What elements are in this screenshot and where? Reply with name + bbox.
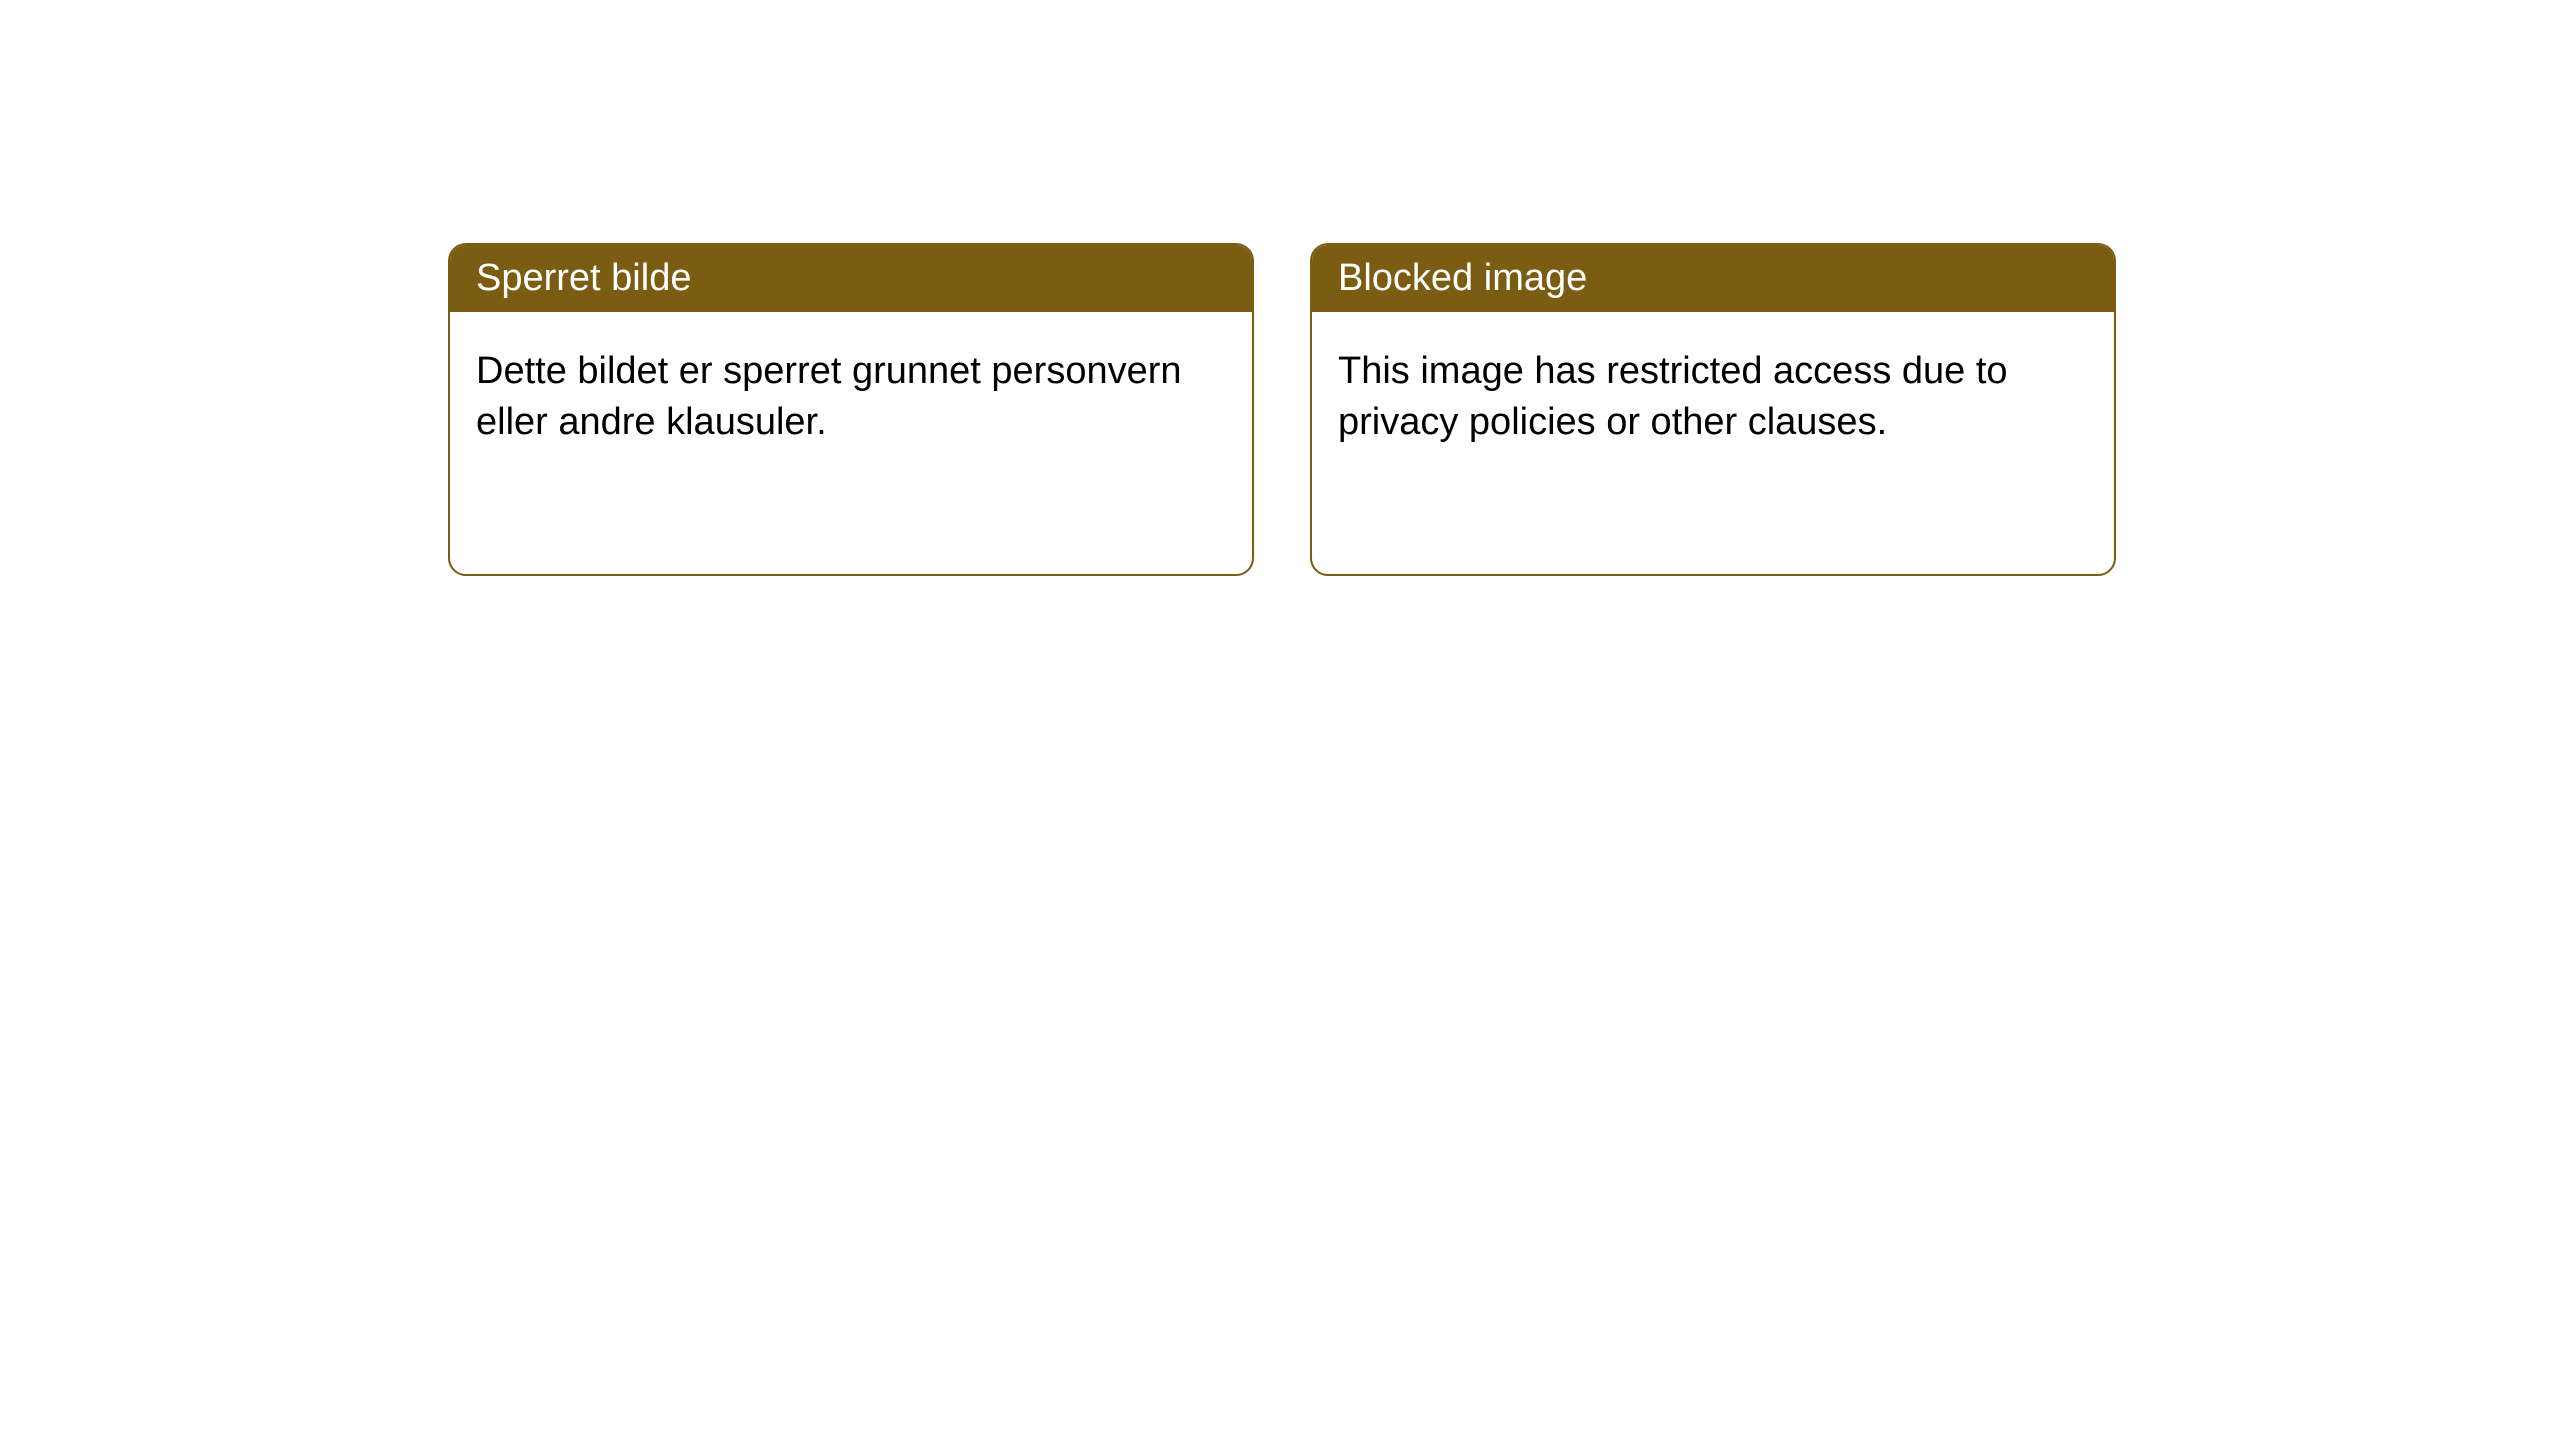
notice-container: Sperret bilde Dette bildet er sperret gr…	[0, 0, 2560, 576]
notice-text: This image has restricted access due to …	[1338, 350, 2008, 443]
notice-text: Dette bildet er sperret grunnet personve…	[476, 350, 1182, 443]
notice-card-english: Blocked image This image has restricted …	[1310, 243, 2116, 576]
notice-body: Dette bildet er sperret grunnet personve…	[450, 312, 1252, 483]
notice-body: This image has restricted access due to …	[1312, 312, 2114, 483]
notice-title: Blocked image	[1338, 257, 1587, 299]
notice-card-norwegian: Sperret bilde Dette bildet er sperret gr…	[448, 243, 1254, 576]
notice-header: Sperret bilde	[450, 245, 1252, 312]
notice-header: Blocked image	[1312, 245, 2114, 312]
notice-title: Sperret bilde	[476, 257, 691, 299]
